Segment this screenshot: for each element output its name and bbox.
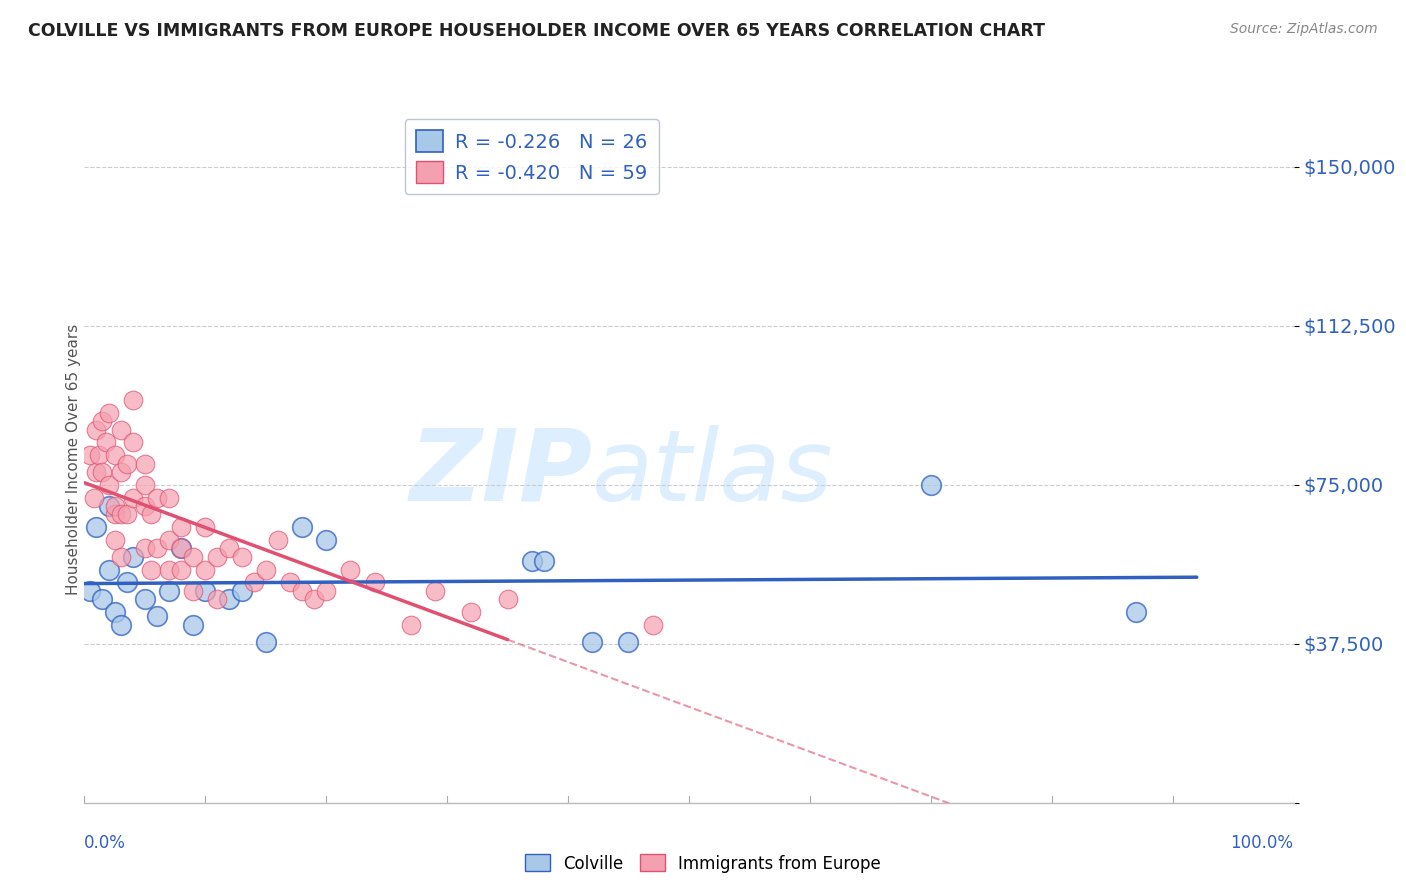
Text: 0.0%: 0.0% xyxy=(84,834,127,852)
Point xyxy=(181,549,204,564)
Point xyxy=(104,448,127,462)
Point xyxy=(302,592,325,607)
Point xyxy=(86,520,108,534)
Point xyxy=(110,549,132,564)
Point xyxy=(339,563,361,577)
Point xyxy=(581,634,603,648)
Point xyxy=(617,634,640,648)
Point xyxy=(110,617,132,632)
Point xyxy=(146,541,169,556)
Point xyxy=(104,499,127,513)
Text: COLVILLE VS IMMIGRANTS FROM EUROPE HOUSEHOLDER INCOME OVER 65 YEARS CORRELATION : COLVILLE VS IMMIGRANTS FROM EUROPE HOUSE… xyxy=(28,22,1045,40)
Point xyxy=(87,448,110,462)
Point xyxy=(97,478,120,492)
Point xyxy=(207,592,229,607)
Point xyxy=(97,563,120,577)
Point xyxy=(533,554,555,568)
Point xyxy=(218,592,240,607)
Point xyxy=(104,533,127,547)
Point xyxy=(460,605,482,619)
Legend: R = -0.226   N = 26, R = -0.420   N = 59: R = -0.226 N = 26, R = -0.420 N = 59 xyxy=(405,119,659,194)
Point xyxy=(157,491,180,505)
Point xyxy=(134,541,156,556)
Point xyxy=(115,575,138,590)
Point xyxy=(134,592,156,607)
Point xyxy=(315,533,337,547)
Point xyxy=(139,563,162,577)
Point xyxy=(97,406,120,420)
Point xyxy=(170,563,193,577)
Y-axis label: Householder Income Over 65 years: Householder Income Over 65 years xyxy=(66,324,80,595)
Point xyxy=(399,617,422,632)
Point xyxy=(423,583,446,598)
Point xyxy=(121,491,143,505)
Point xyxy=(194,563,217,577)
Point xyxy=(194,583,217,598)
Text: Source: ZipAtlas.com: Source: ZipAtlas.com xyxy=(1230,22,1378,37)
Point xyxy=(242,575,264,590)
Point xyxy=(104,605,127,619)
Point xyxy=(267,533,290,547)
Point xyxy=(157,533,180,547)
Point xyxy=(170,520,193,534)
Point xyxy=(181,583,204,598)
Point xyxy=(115,508,138,522)
Point xyxy=(91,465,114,479)
Point xyxy=(91,414,114,428)
Point xyxy=(315,583,337,598)
Point xyxy=(83,491,105,505)
Legend: Colville, Immigrants from Europe: Colville, Immigrants from Europe xyxy=(519,847,887,880)
Point xyxy=(363,575,385,590)
Point xyxy=(104,508,127,522)
Point xyxy=(157,563,180,577)
Point xyxy=(86,423,108,437)
Point xyxy=(1125,605,1147,619)
Point xyxy=(121,549,143,564)
Point xyxy=(181,617,204,632)
Point xyxy=(291,520,314,534)
Point xyxy=(134,457,156,471)
Point xyxy=(121,392,143,407)
Point xyxy=(520,554,543,568)
Point xyxy=(79,448,101,462)
Point xyxy=(291,583,314,598)
Point xyxy=(121,435,143,450)
Point xyxy=(170,541,193,556)
Point xyxy=(170,541,193,556)
Point xyxy=(134,499,156,513)
Point xyxy=(94,435,117,450)
Point xyxy=(115,457,138,471)
Point xyxy=(146,491,169,505)
Text: 100.0%: 100.0% xyxy=(1230,834,1294,852)
Point xyxy=(207,549,229,564)
Point xyxy=(146,609,169,624)
Point xyxy=(641,617,664,632)
Point xyxy=(278,575,301,590)
Text: ZIP: ZIP xyxy=(409,425,592,522)
Text: atlas: atlas xyxy=(592,425,834,522)
Point xyxy=(920,478,942,492)
Point xyxy=(231,583,253,598)
Point xyxy=(254,634,277,648)
Point xyxy=(496,592,519,607)
Point xyxy=(110,423,132,437)
Point xyxy=(110,465,132,479)
Point xyxy=(231,549,253,564)
Point xyxy=(134,478,156,492)
Point xyxy=(157,583,180,598)
Point xyxy=(254,563,277,577)
Point xyxy=(91,592,114,607)
Point xyxy=(218,541,240,556)
Point xyxy=(86,465,108,479)
Point xyxy=(79,583,101,598)
Point xyxy=(110,508,132,522)
Point xyxy=(139,508,162,522)
Point xyxy=(97,499,120,513)
Point xyxy=(194,520,217,534)
